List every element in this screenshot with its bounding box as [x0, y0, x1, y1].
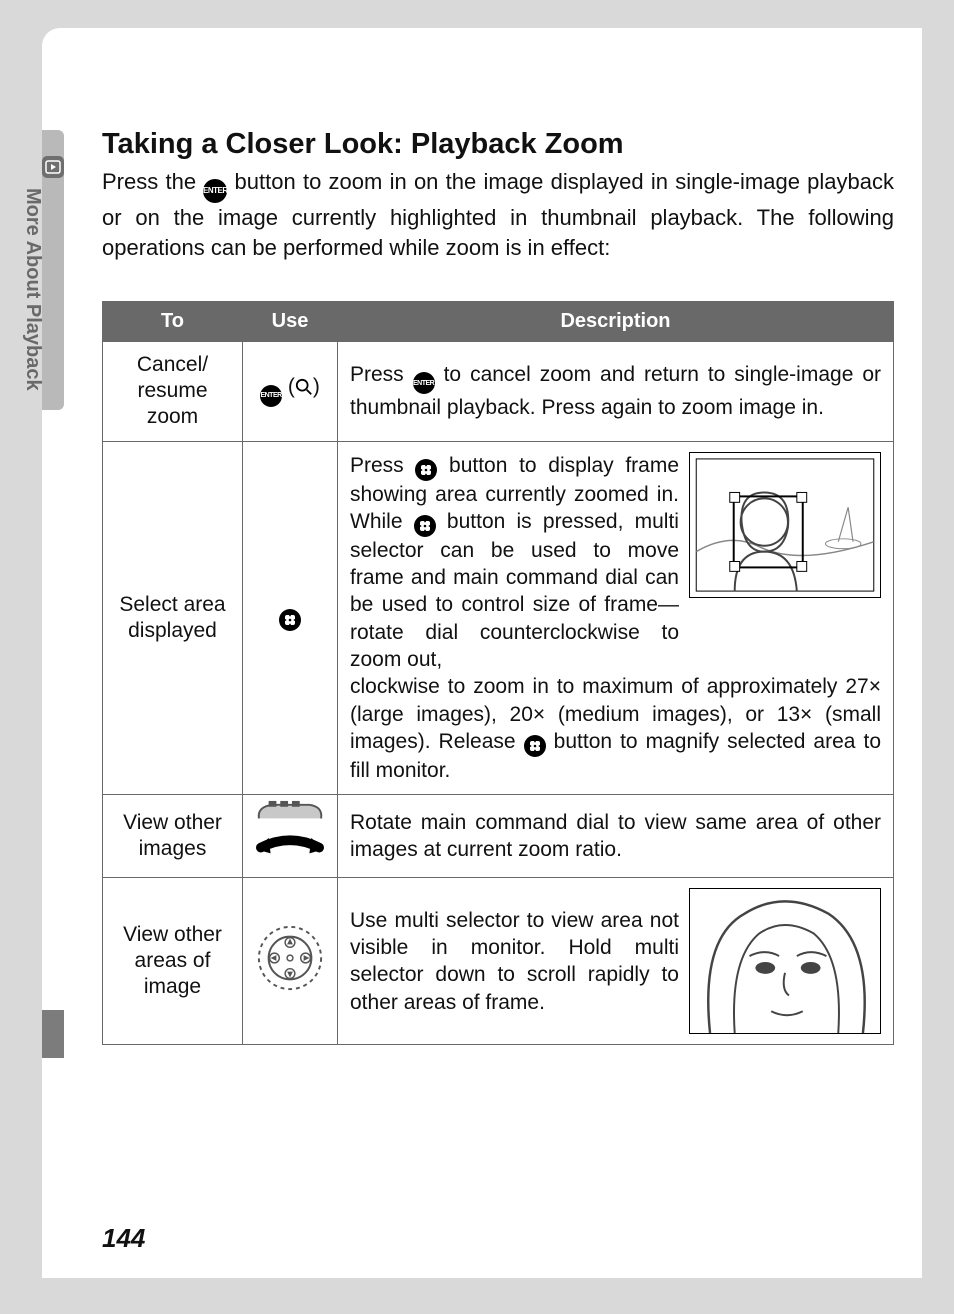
cell-use	[243, 441, 338, 795]
table-row: View other areas of image Use multi s	[103, 878, 894, 1045]
col-desc: Description	[338, 301, 894, 341]
cell-to: Cancel/ resume zoom	[103, 341, 243, 441]
cell-to: View other areas of image	[103, 878, 243, 1045]
enter-icon: ENTER	[413, 372, 435, 394]
cell-use	[243, 878, 338, 1045]
side-tab-label: More About Playback	[21, 188, 44, 408]
table-row: Cancel/ resume zoom ENTER () Press ENTER…	[103, 341, 894, 441]
manual-page: Taking a Closer Look: Playback Zoom Pres…	[42, 28, 922, 1278]
side-marker	[42, 1010, 64, 1058]
selector-icon	[524, 735, 546, 757]
page-number: 144	[102, 1223, 145, 1254]
selector-icon	[279, 609, 301, 631]
cell-use: ENTER ()	[243, 341, 338, 441]
enter-icon: ENTER	[203, 179, 227, 203]
playback-section-icon	[42, 156, 64, 178]
cell-desc: Press ENTER to cancel zoom and return to…	[338, 341, 894, 441]
table-row: View other images Rotate main command di…	[103, 795, 894, 878]
selector-icon	[415, 459, 437, 481]
cell-desc: Press button to display frame showing ar…	[338, 441, 894, 795]
cell-desc: Use multi selector to view area not visi…	[338, 878, 894, 1045]
operations-table: To Use Description Cancel/ resume zoom E…	[102, 301, 894, 1045]
col-use: Use	[243, 301, 338, 341]
table-row: Select area displayed Press button to di…	[103, 441, 894, 795]
selector-icon	[414, 515, 436, 537]
col-to: To	[103, 301, 243, 341]
cell-to: View other images	[103, 795, 243, 878]
intro-paragraph: Press the ENTER button to zoom in on the…	[102, 167, 894, 263]
zoom-frame-illustration	[689, 452, 881, 598]
cell-use	[243, 795, 338, 878]
command-dial-icon	[250, 799, 330, 867]
cell-to: Select area displayed	[103, 441, 243, 795]
cell-desc: Rotate main command dial to view same ar…	[338, 795, 894, 878]
face-zoom-illustration	[689, 888, 881, 1034]
intro-pre: Press the	[102, 169, 203, 194]
enter-icon: ENTER	[260, 385, 282, 407]
section-heading: Taking a Closer Look: Playback Zoom	[102, 128, 894, 161]
multi-selector-icon	[255, 923, 325, 993]
magnify-icon: ()	[288, 375, 320, 399]
